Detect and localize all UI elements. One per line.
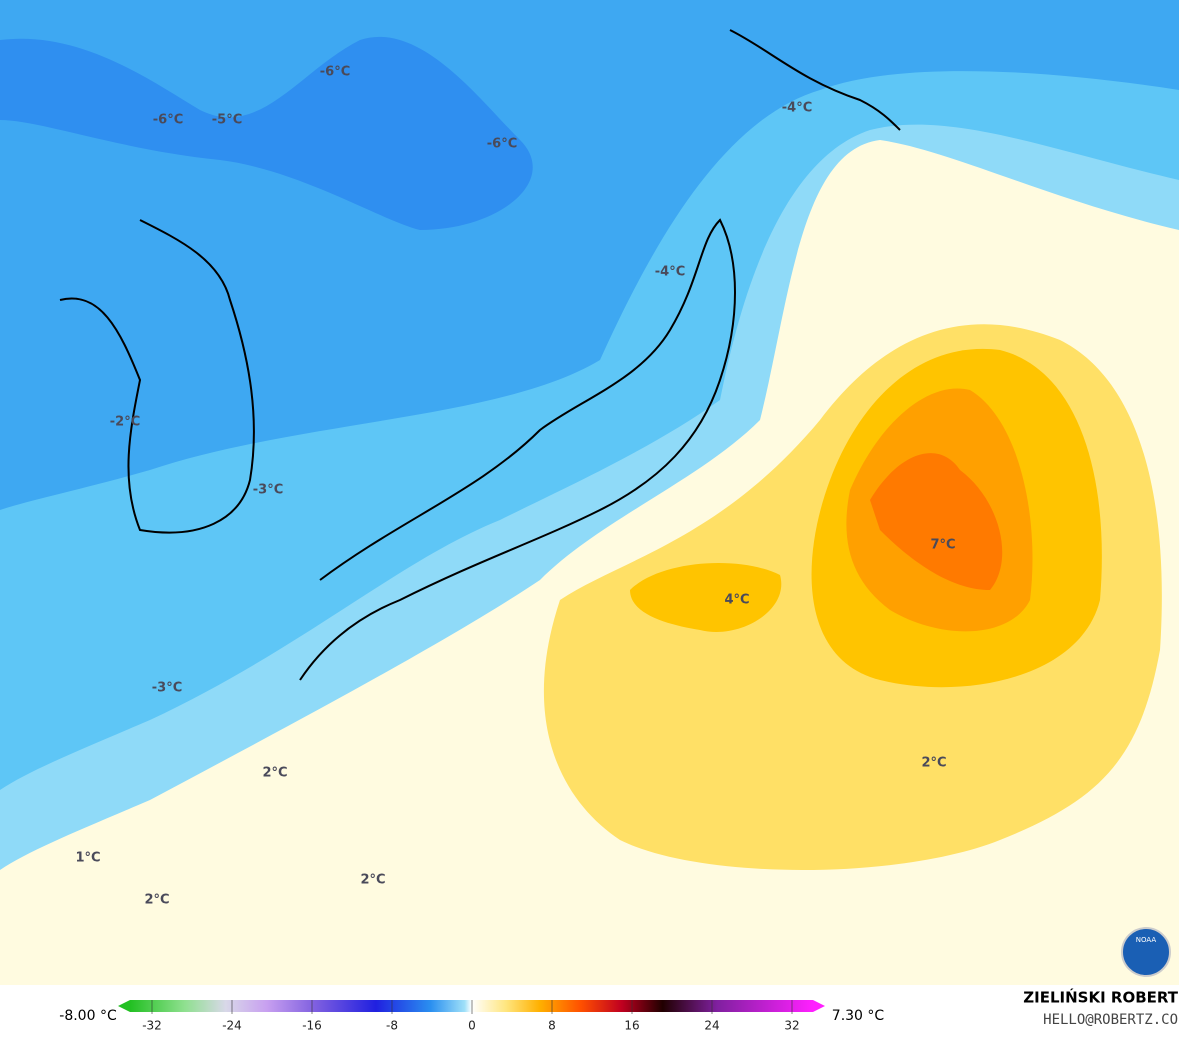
colorbar-ticks: -32 -24 -16 -8 0 8 16 24 32 [142,1000,800,1033]
colorbar-end [813,1000,825,1012]
colorbar-tick-label: -8 [386,1019,398,1033]
temperature-label: 2°C [921,756,946,771]
coastline [59,29,901,681]
hottest-zone [870,453,1003,590]
warmer-zone [630,563,782,632]
map-labels: -6°C -6°C -5°C -6°C -4°C -4°C -2°C -3°C -3°C 7°C 4… [75,65,955,908]
temperature-label: -6°C [153,113,183,128]
colorbar-tick-label: 32 [784,1019,799,1033]
temperature-label: -2°C [110,415,140,430]
coldest-zone [0,36,533,230]
temperature-label: -3°C [152,681,182,696]
temperature-label: 7°C [930,538,955,553]
temperature-label: -5°C [212,113,242,128]
logo-text: NOAA [1136,936,1157,944]
temperature-label: 4°C [724,593,749,608]
colorbar-end [118,1000,130,1012]
temperature-label: -3°C [253,483,283,498]
temperature-label: 2°C [144,893,169,908]
temperature-label: -4°C [655,265,685,280]
temperature-label: -6°C [487,137,517,152]
colorbar-min: -8.00 °C [59,1008,117,1024]
temperature-label: 2°C [262,766,287,781]
temperature-label: 2°C [360,873,385,888]
colorbar-max: 7.30 °C [832,1008,885,1024]
temperature-label: -6°C [320,65,350,80]
credit-email: HELLO@ROBERTZ.CO [1043,1012,1178,1028]
temperature-label: -4°C [782,101,812,116]
colorbar-tick-label: 24 [704,1019,719,1033]
colorbar-tick-label: 8 [548,1019,556,1033]
credit-name: ZIELIŃSKI ROBERT [1023,988,1178,1007]
temperature-label: 1°C [75,851,100,866]
colorbar-tick-label: 0 [468,1019,476,1033]
colorbar-tick-label: -24 [222,1019,242,1033]
colorbar-tick-label: 16 [624,1019,639,1033]
logo [1121,927,1171,977]
colorbar [130,1000,813,1012]
map [0,0,1179,985]
colorbar-tick-label: -32 [142,1019,162,1033]
colorbar-tick-label: -16 [302,1019,322,1033]
